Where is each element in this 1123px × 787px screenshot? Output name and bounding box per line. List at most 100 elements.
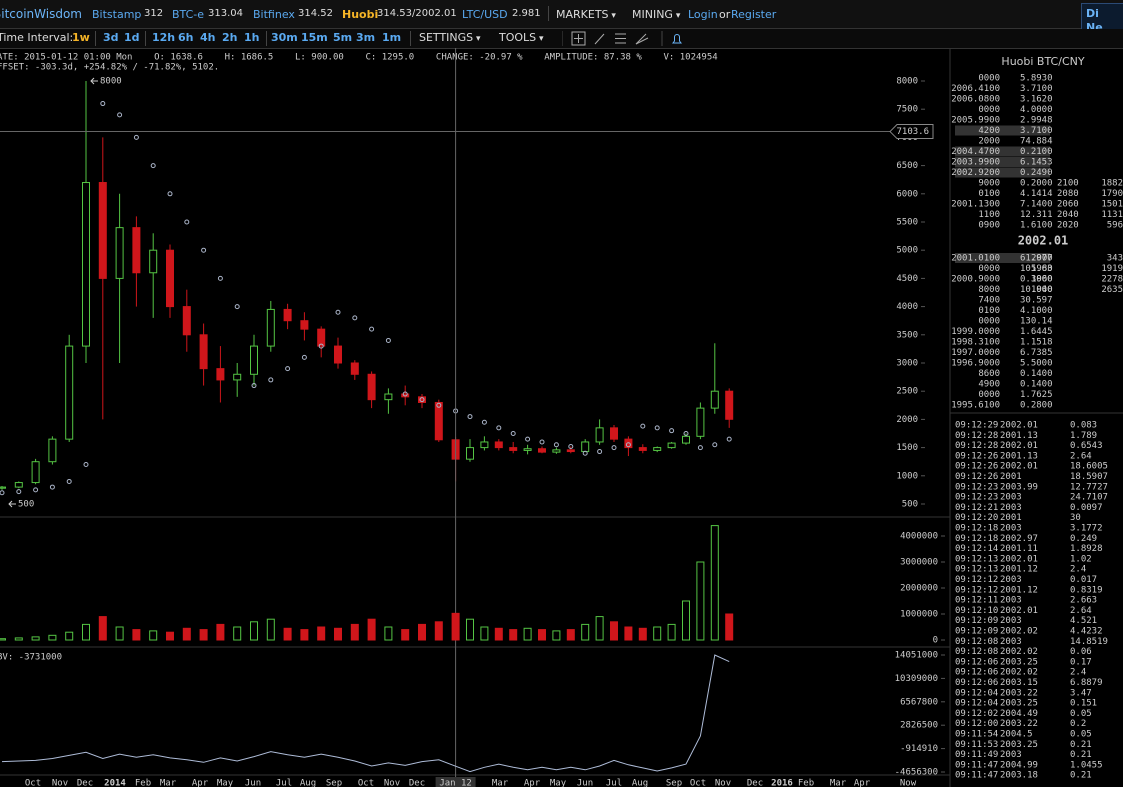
- x-tick-label: Dec: [409, 779, 425, 787]
- interval-button[interactable]: 4h: [200, 31, 216, 44]
- y-tick-label: 7500: [896, 105, 918, 115]
- ticker-name[interactable]: Huobi: [342, 8, 379, 21]
- interval-button[interactable]: 12h: [152, 31, 176, 44]
- trade-time: 09:11:47: [955, 771, 998, 781]
- book-price: 2001.0100: [951, 254, 1000, 264]
- trade-time: 09:12:09: [955, 627, 998, 637]
- x-tick-label: Sep: [666, 779, 682, 787]
- ticker-name[interactable]: BTC-e: [172, 8, 205, 21]
- register-link[interactable]: Register: [731, 8, 777, 21]
- interval-button[interactable]: 2h: [222, 31, 238, 44]
- x-tick-label: Oct: [690, 779, 706, 787]
- ticker-name[interactable]: Bitfinex: [253, 8, 295, 21]
- hline-tool[interactable]: [615, 33, 626, 44]
- book-amount: 0.1400: [1020, 369, 1053, 379]
- trade-time: 09:12:13: [955, 554, 998, 564]
- x-tick-label: Now: [900, 779, 917, 787]
- depth-price: 2060: [1057, 200, 1079, 210]
- crosshair-tool[interactable]: [571, 31, 586, 46]
- y-tick-label: 5500: [896, 218, 918, 228]
- sar-dot: [654, 425, 660, 431]
- x-tick-label: Aug: [300, 779, 316, 787]
- trade-price: 2004.5: [1000, 730, 1033, 740]
- candle-body: [317, 328, 326, 347]
- interval-button[interactable]: 30m: [271, 31, 298, 44]
- candle-body: [494, 441, 503, 449]
- volume-bar: [65, 631, 74, 641]
- candle-body: [667, 442, 676, 449]
- candle-body: [610, 427, 618, 440]
- marker-arrow: [90, 77, 98, 85]
- trade-price: 2003: [1000, 596, 1022, 606]
- sar-dot: [640, 423, 646, 429]
- trade-amount: 30: [1070, 513, 1081, 523]
- book-price: 1995.6100: [951, 401, 1000, 411]
- interval-button[interactable]: 6h: [178, 31, 194, 44]
- login-link[interactable]: Login: [688, 8, 718, 21]
- trade-price: 2003.18: [1000, 771, 1038, 781]
- candle-body: [725, 390, 734, 420]
- candle-body: [250, 345, 258, 375]
- interval-button[interactable]: 1m: [382, 31, 402, 44]
- ticker-name[interactable]: LTC/USD: [462, 8, 508, 21]
- book-amount: 1.6100: [1020, 221, 1053, 231]
- volume-bar: [696, 561, 705, 641]
- trade-amount: 0.0097: [1070, 503, 1103, 513]
- interval-button[interactable]: 15m: [301, 31, 328, 44]
- divider: [95, 31, 96, 46]
- settings-menu[interactable]: SETTINGS: [419, 31, 481, 44]
- candle-body: [624, 438, 633, 449]
- candle-body: [0, 486, 6, 489]
- interval-button[interactable]: 1d: [124, 31, 140, 44]
- sar-dot: [117, 112, 123, 118]
- book-amount: 12.311: [1020, 210, 1053, 220]
- candle-body: [696, 407, 705, 437]
- interval-button[interactable]: 5m: [333, 31, 353, 44]
- trade-amount: 0.151: [1070, 699, 1097, 709]
- line-tool[interactable]: [594, 33, 605, 45]
- trade-amount: 0.21: [1070, 750, 1092, 760]
- y-tick-label: 2826500: [900, 721, 938, 731]
- interval-button[interactable]: 1w: [72, 31, 90, 44]
- candle-body: [581, 441, 590, 453]
- depth-price: 2100: [1057, 179, 1079, 189]
- brand[interactable]: BitcoinWisdom: [0, 7, 82, 21]
- interval-button[interactable]: 3m: [356, 31, 376, 44]
- interval-button[interactable]: 3d: [103, 31, 119, 44]
- book-amount: 61.977: [1020, 254, 1053, 264]
- alert-tool[interactable]: [672, 34, 682, 44]
- candle-body: [682, 435, 690, 444]
- trade-time: 09:12:26: [955, 472, 998, 482]
- y-tick-label: 5000: [896, 246, 918, 256]
- menu[interactable]: MARKETS: [556, 8, 616, 21]
- sar-dot: [419, 397, 425, 403]
- sar-dot: [553, 442, 559, 448]
- book-price: 1999.0000: [951, 327, 1000, 337]
- book-price: 1997.0000: [951, 348, 1000, 358]
- volume-bar: [638, 627, 647, 641]
- trade-amount: 0.083: [1070, 421, 1097, 431]
- ticker-name[interactable]: Bitstamp: [92, 8, 142, 21]
- fib-tool[interactable]: [635, 33, 649, 45]
- volume-bar: [566, 629, 575, 641]
- marker-arrow: [8, 500, 16, 508]
- side-link[interactable]: Di: [1086, 7, 1099, 20]
- book-amount: 3.7100: [1020, 126, 1053, 136]
- trade-amount: 18.6005: [1070, 462, 1108, 472]
- volume-bar: [466, 618, 474, 641]
- candle-body: [182, 306, 191, 336]
- candle-body: [132, 227, 141, 274]
- menu[interactable]: MINING: [632, 8, 680, 21]
- book-amount: 10.000: [1020, 285, 1053, 295]
- trade-time: 09:12:13: [955, 565, 998, 575]
- depth-amount: 2278: [1101, 275, 1123, 285]
- x-tick-label: Dec: [747, 779, 763, 787]
- interval-button[interactable]: 1h: [244, 31, 260, 44]
- ticker-price: 313.04: [208, 8, 243, 19]
- cursor-label: Jan 12: [439, 779, 472, 787]
- book-amount: 0.2490: [1020, 168, 1053, 178]
- book-price: 2006.4100: [951, 84, 1000, 94]
- depth-amount: 596: [1107, 221, 1123, 231]
- tools-menu[interactable]: TOOLS: [499, 31, 544, 44]
- volume-bar: [624, 626, 633, 641]
